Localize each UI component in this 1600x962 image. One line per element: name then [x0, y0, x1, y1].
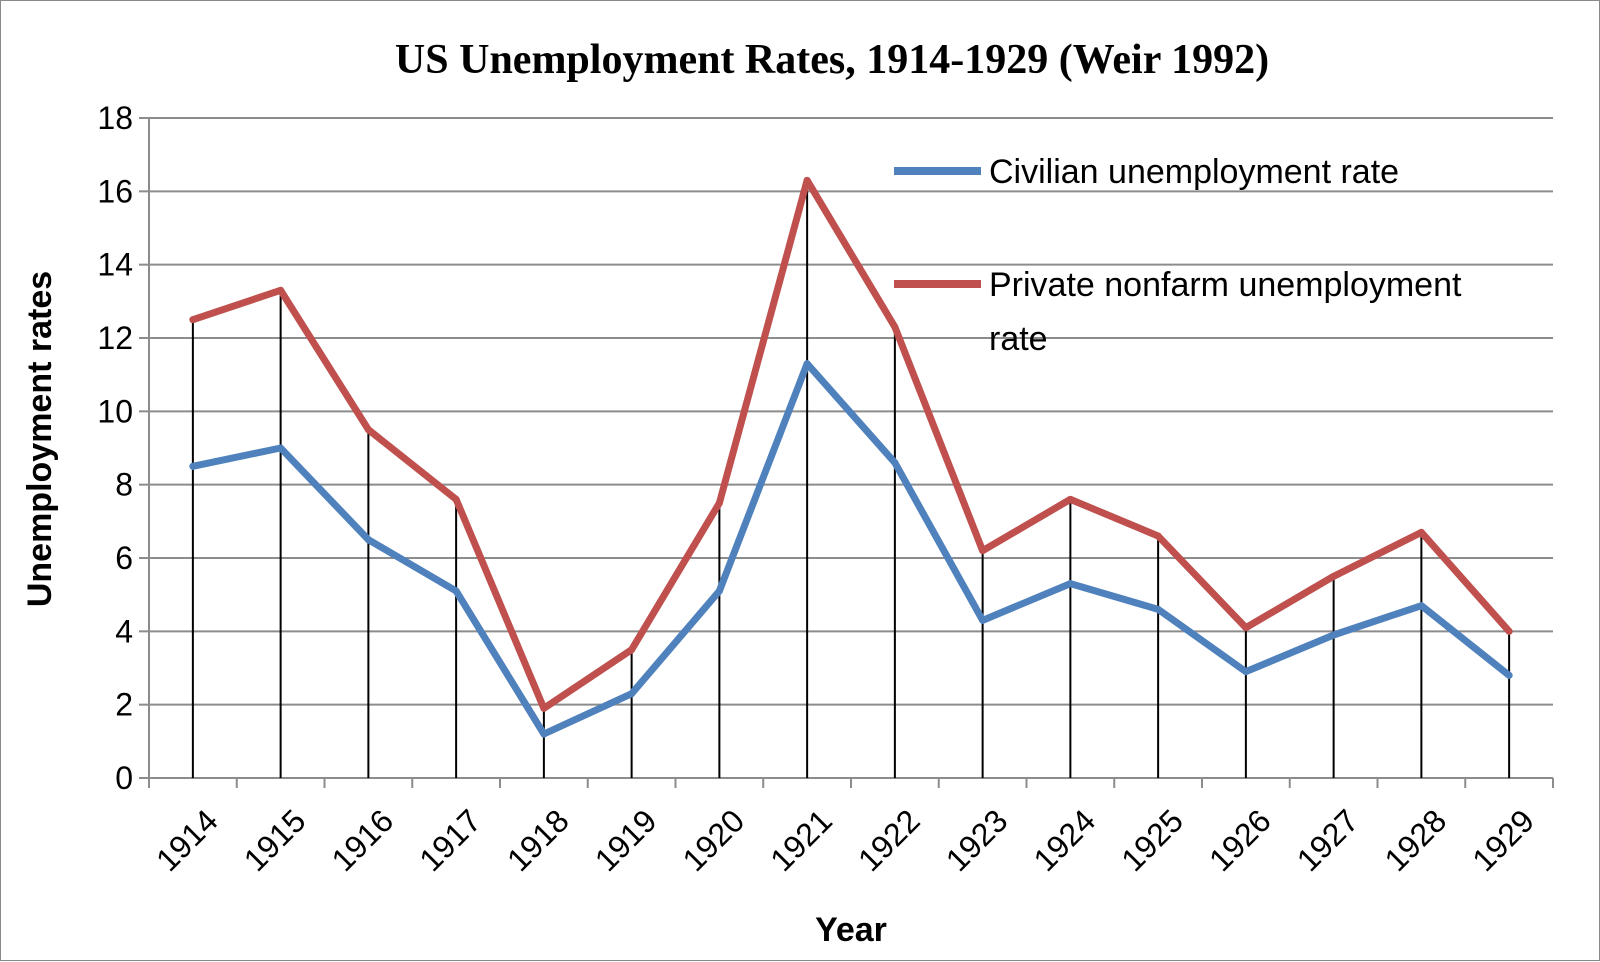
data-point — [891, 459, 899, 467]
data-point — [1417, 602, 1425, 610]
data-point — [803, 360, 811, 368]
data-point — [628, 646, 636, 654]
y-tick-label: 6 — [115, 540, 133, 576]
x-axis-ticks: 1914 1915 1916 1917 1918 1919 1920 1921 1922 1923… — [149, 802, 1541, 878]
data-point — [1154, 532, 1162, 540]
x-tick-label: 1916 — [325, 802, 401, 878]
x-tick-label: 1923 — [939, 802, 1015, 878]
x-tick-label: 1928 — [1378, 802, 1454, 878]
data-point — [364, 426, 372, 434]
dropline-layer — [191, 180, 1511, 778]
data-point — [452, 587, 460, 595]
data-point — [1154, 605, 1162, 613]
y-tick-label: 2 — [115, 687, 133, 723]
legend-label-1: Civilian unemployment rate — [989, 153, 1399, 191]
series-layer — [189, 176, 1513, 738]
x-tick-label: 1929 — [1465, 802, 1541, 878]
y-tick-label: 4 — [115, 613, 133, 649]
x-tick-label: 1927 — [1290, 802, 1366, 878]
data-point — [1505, 671, 1513, 679]
legend-label-2: rate — [989, 320, 1048, 358]
data-point — [891, 323, 899, 331]
data-point — [715, 499, 723, 507]
data-point — [364, 536, 372, 544]
data-point — [1330, 631, 1338, 639]
x-tick-label: 1924 — [1027, 802, 1103, 878]
x-tick-label: 1914 — [149, 802, 225, 878]
x-tick-label: 1926 — [1202, 802, 1278, 878]
x-tick-label: 1925 — [1114, 802, 1190, 878]
x-tick-label: 1920 — [676, 802, 752, 878]
y-tick-label: 18 — [97, 100, 133, 136]
grid-layer — [139, 117, 1554, 788]
x-axis-title: Year — [815, 911, 887, 949]
x-tick-label: 1917 — [412, 802, 488, 878]
data-point — [189, 462, 197, 470]
data-point — [715, 587, 723, 595]
data-point — [628, 690, 636, 698]
y-tick-label: 12 — [97, 320, 133, 356]
data-point — [540, 730, 548, 738]
y-tick-label: 0 — [115, 760, 133, 796]
chart-title: US Unemployment Rates, 1914-1929 (Weir 1… — [395, 37, 1269, 83]
data-point — [189, 316, 197, 324]
data-point — [1066, 495, 1074, 503]
x-tick-label: 1922 — [851, 802, 927, 878]
series-line-1 — [189, 360, 1513, 738]
data-point — [1242, 624, 1250, 632]
data-point — [1066, 580, 1074, 588]
y-tick-label: 14 — [97, 247, 133, 283]
y-axis-title: Unemployment rates — [21, 271, 59, 607]
data-point — [540, 704, 548, 712]
data-point — [1242, 668, 1250, 676]
data-point — [803, 176, 811, 184]
y-tick-label: 16 — [97, 173, 133, 209]
legend: Civilian unemployment rate Private nonfar… — [894, 153, 1462, 358]
x-tick-label: 1921 — [763, 802, 839, 878]
data-point — [1505, 627, 1513, 635]
y-tick-label: 8 — [115, 467, 133, 503]
x-tick-label: 1918 — [500, 802, 576, 878]
data-point — [1417, 528, 1425, 536]
data-point — [979, 616, 987, 624]
y-axis-ticks: 0 2 4 6 8 10 12 14 16 18 — [97, 100, 133, 796]
y-tick-label: 10 — [97, 393, 133, 429]
series-line-2 — [189, 176, 1513, 712]
data-point — [452, 495, 460, 503]
x-tick-label: 1915 — [237, 802, 313, 878]
data-point — [277, 444, 285, 452]
data-point — [979, 547, 987, 555]
x-tick-label: 1919 — [588, 802, 664, 878]
data-point — [1330, 572, 1338, 580]
data-point — [277, 286, 285, 294]
legend-label-2: Private nonfarm unemployment — [989, 266, 1462, 304]
